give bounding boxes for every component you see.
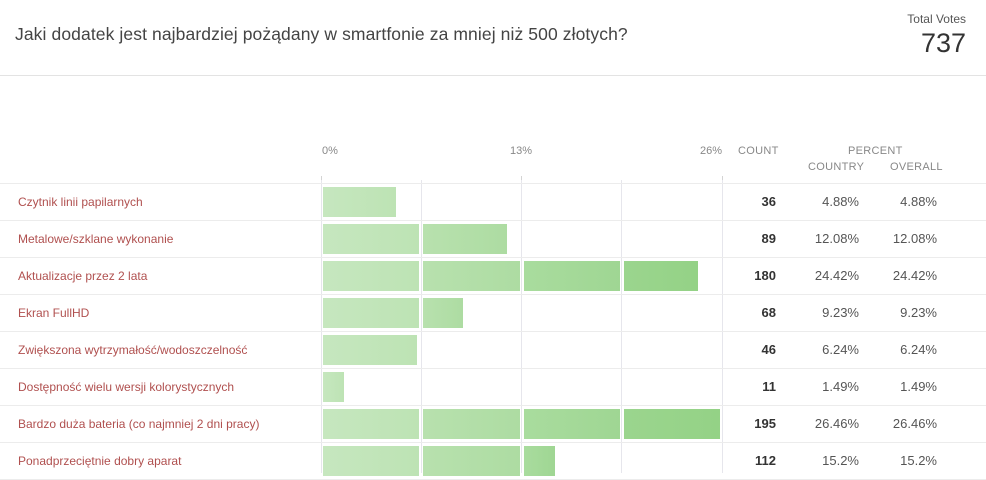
count-value: 89	[761, 231, 776, 246]
bar-segment	[323, 335, 418, 365]
bar-segment	[323, 261, 420, 291]
overall-percent: 9.23%	[900, 305, 937, 320]
overall-percent: 15.2%	[900, 453, 937, 468]
table-row: Bardzo duża bateria (co najmniej 2 dni p…	[0, 405, 986, 442]
bar-segment	[323, 409, 420, 439]
table-row: Czytnik linii papilarnych 36 4.88% 4.88%	[0, 183, 986, 220]
country-percent: 24.42%	[814, 268, 859, 283]
bar	[321, 221, 722, 257]
bar	[321, 332, 722, 368]
bar-segment	[423, 446, 520, 476]
country-percent: 26.46%	[814, 416, 859, 431]
table-row: Zwiększona wytrzymałość/wodoszczelność 46…	[0, 331, 986, 368]
total-votes-value: 737	[920, 28, 966, 58]
overall-percent: 26.46%	[892, 416, 937, 431]
country-percent: 12.08%	[814, 231, 859, 246]
count-value: 11	[762, 379, 776, 394]
bar-segment	[423, 298, 464, 328]
gridline	[421, 180, 422, 473]
count-value: 112	[755, 453, 776, 468]
option-label[interactable]: Metalowe/szklane wykonanie	[18, 232, 174, 246]
option-label[interactable]: Ponadprzeciętnie dobry aparat	[18, 454, 182, 468]
count-value: 36	[761, 194, 776, 209]
country-percent: 9.23%	[822, 305, 859, 320]
option-label[interactable]: Aktualizacje przez 2 lata	[18, 269, 148, 283]
count-value: 68	[761, 305, 776, 320]
axis-tick-0: 0%	[322, 145, 338, 157]
count-value: 46	[761, 342, 776, 357]
gridline	[722, 180, 723, 473]
bar	[321, 258, 722, 294]
bar-segment	[423, 261, 520, 291]
table-row: Aktualizacje przez 2 lata 180 24.42% 24.42%	[0, 257, 986, 294]
overall-percent: 12.08%	[892, 231, 937, 246]
option-label[interactable]: Czytnik linii papilarnych	[18, 195, 143, 209]
bar-segment	[423, 224, 508, 254]
bar	[321, 406, 722, 442]
bar-segment	[323, 372, 344, 402]
table-row: Dostępność wielu wersji kolorystycznych 1…	[0, 368, 986, 405]
table-row: Ponadprzeciętnie dobry aparat 112 15.2% 15.…	[0, 442, 986, 480]
country-percent: 6.24%	[822, 342, 859, 357]
gridline	[321, 180, 322, 473]
bar	[321, 443, 722, 479]
table-row: Ekran FullHD 68 9.23% 9.23%	[0, 294, 986, 331]
poll-header: Jaki dodatek jest najbardziej pożądany w…	[0, 0, 986, 76]
bar-segment	[323, 187, 397, 217]
country-percent: 4.88%	[822, 194, 859, 209]
overall-column-header: OVERALL	[890, 161, 943, 173]
bar-segment	[423, 409, 520, 439]
total-votes-label: Total Votes	[907, 12, 966, 26]
count-value: 180	[754, 268, 776, 283]
axis-tick-13: 13%	[510, 145, 533, 157]
bar-segment	[323, 298, 420, 328]
count-value: 195	[754, 416, 776, 431]
bar	[321, 369, 722, 405]
overall-percent: 6.24%	[900, 342, 937, 357]
table-row: Metalowe/szklane wykonanie 89 12.08% 12.08%	[0, 220, 986, 257]
bar	[321, 184, 722, 220]
bar-segment	[523, 261, 620, 291]
option-label[interactable]: Zwiększona wytrzymałość/wodoszczelność	[18, 343, 248, 357]
bar	[321, 295, 722, 331]
poll-title: Jaki dodatek jest najbardziej pożądany w…	[15, 24, 628, 44]
bar-segment	[523, 446, 556, 476]
count-column-header: COUNT	[738, 145, 779, 157]
axis-tick-26: 26%	[700, 145, 723, 157]
bar-segment	[623, 409, 720, 439]
bar-segment	[623, 261, 698, 291]
country-percent: 1.49%	[822, 379, 859, 394]
bar-segment	[323, 224, 420, 254]
results-table: Czytnik linii papilarnych 36 4.88% 4.88% Met…	[0, 183, 986, 480]
option-label[interactable]: Dostępność wielu wersji kolorystycznych	[18, 380, 235, 394]
gridline	[621, 180, 622, 473]
country-column-header: COUNTRY	[808, 161, 865, 173]
bar-segment	[523, 409, 620, 439]
overall-percent: 4.88%	[900, 194, 937, 209]
overall-percent: 1.49%	[900, 379, 937, 394]
overall-percent: 24.42%	[892, 268, 937, 283]
percent-column-header: PERCENT	[848, 145, 903, 157]
option-label[interactable]: Ekran FullHD	[18, 306, 90, 320]
gridline	[521, 180, 522, 473]
option-label[interactable]: Bardzo duża bateria (co najmniej 2 dni p…	[18, 417, 260, 431]
bar-segment	[323, 446, 420, 476]
country-percent: 15.2%	[822, 453, 859, 468]
